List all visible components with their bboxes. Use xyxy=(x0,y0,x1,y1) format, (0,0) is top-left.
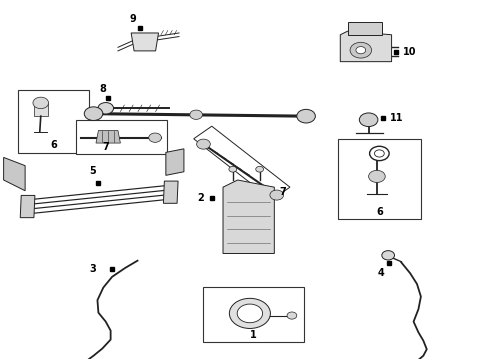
Text: 3: 3 xyxy=(90,264,97,274)
Bar xyxy=(347,22,382,35)
Circle shape xyxy=(368,170,385,183)
Circle shape xyxy=(237,304,263,323)
Circle shape xyxy=(359,113,378,127)
Text: 2: 2 xyxy=(197,193,204,203)
Polygon shape xyxy=(3,157,25,191)
Bar xyxy=(18,90,89,153)
Text: 10: 10 xyxy=(403,46,416,57)
Circle shape xyxy=(350,42,371,58)
Circle shape xyxy=(369,146,389,161)
Bar xyxy=(76,120,167,154)
Circle shape xyxy=(84,107,103,121)
Text: 6: 6 xyxy=(376,207,383,217)
Polygon shape xyxy=(131,33,159,51)
Polygon shape xyxy=(96,131,121,143)
Circle shape xyxy=(256,166,264,172)
Polygon shape xyxy=(163,181,178,203)
Polygon shape xyxy=(166,149,184,175)
Text: 6: 6 xyxy=(50,140,57,150)
Circle shape xyxy=(297,109,316,123)
Text: 5: 5 xyxy=(89,166,96,176)
Text: 7: 7 xyxy=(102,142,109,152)
Text: 11: 11 xyxy=(390,113,404,123)
Circle shape xyxy=(229,166,237,172)
Text: 4: 4 xyxy=(377,268,384,278)
Circle shape xyxy=(229,298,270,328)
Circle shape xyxy=(33,97,49,109)
Circle shape xyxy=(196,139,210,149)
Text: 9: 9 xyxy=(129,14,136,24)
Bar xyxy=(203,287,304,342)
Polygon shape xyxy=(340,31,392,62)
Polygon shape xyxy=(20,195,35,218)
Polygon shape xyxy=(194,126,290,200)
Circle shape xyxy=(190,110,202,120)
Circle shape xyxy=(382,251,394,260)
Circle shape xyxy=(356,46,366,54)
Bar xyxy=(34,103,48,116)
Circle shape xyxy=(287,312,297,319)
Circle shape xyxy=(149,133,161,142)
Polygon shape xyxy=(223,180,274,253)
Circle shape xyxy=(374,150,384,157)
Circle shape xyxy=(270,190,284,200)
Text: 8: 8 xyxy=(100,84,107,94)
Circle shape xyxy=(98,103,114,114)
Text: 7: 7 xyxy=(279,187,286,197)
Text: 1: 1 xyxy=(250,330,257,340)
Bar xyxy=(338,139,421,220)
